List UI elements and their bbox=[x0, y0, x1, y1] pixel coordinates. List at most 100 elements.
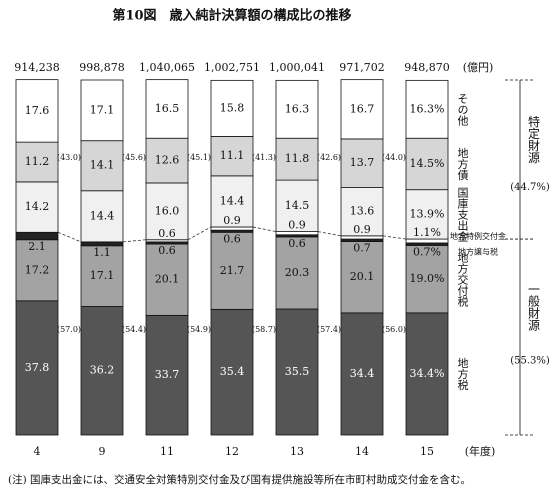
bar-segment bbox=[15, 300, 59, 436]
series-label vt: 地方交付税 bbox=[456, 251, 469, 306]
bar-segment bbox=[275, 231, 319, 236]
bar-segment bbox=[405, 312, 449, 436]
value-label: 13.6 bbox=[350, 205, 375, 218]
bar-segment bbox=[210, 136, 254, 177]
value-label: 0.6 bbox=[288, 237, 306, 250]
value-label: 14.4 bbox=[220, 194, 245, 207]
total-label: 1,040,065 bbox=[139, 61, 195, 74]
value-label: 21.7 bbox=[220, 264, 245, 277]
x-tick-label: 9 bbox=[99, 445, 106, 458]
bar-segment bbox=[145, 137, 189, 184]
x-tick-label: 13 bbox=[290, 445, 304, 458]
chart-title: 第10図 歳入純計決算額の構成比の推移 bbox=[112, 8, 351, 24]
series-label vt: 国庫支出金 bbox=[456, 187, 469, 242]
total-label: 914,238 bbox=[14, 61, 60, 74]
boundary-line bbox=[317, 231, 342, 237]
value-label: 0.7% bbox=[413, 245, 441, 258]
bar-segment bbox=[405, 79, 449, 139]
boundary-line bbox=[382, 235, 407, 240]
x-tick-label: 11 bbox=[160, 445, 174, 458]
series-label vt: 地方税 bbox=[456, 357, 469, 390]
value-label: 13.7 bbox=[350, 156, 375, 169]
value-label: 20.1 bbox=[350, 270, 375, 283]
bar-segment bbox=[15, 79, 59, 143]
general-share-label: (58.7) bbox=[252, 325, 276, 334]
bar-segment bbox=[15, 231, 59, 241]
bar-segment bbox=[145, 182, 189, 241]
value-label: 13.9% bbox=[410, 207, 445, 220]
value-label: 35.4 bbox=[220, 365, 245, 378]
bracket-label: 一般財源 bbox=[527, 283, 541, 332]
bar-segment bbox=[340, 138, 384, 188]
value-label: 35.5 bbox=[285, 365, 310, 378]
value-label: 0.6 bbox=[223, 232, 241, 245]
bar-segment bbox=[405, 245, 449, 314]
specific-share-label: (45.6) bbox=[122, 153, 146, 162]
series-label vt: その他 bbox=[456, 93, 469, 126]
general-share-label: (57.4) bbox=[317, 325, 341, 334]
series-label: 地方譲与税 bbox=[458, 246, 498, 256]
specific-share-label: (42.6) bbox=[317, 153, 341, 162]
general-share-label: (56.0) bbox=[382, 325, 406, 334]
bar-segment bbox=[145, 243, 189, 316]
value-label: 14.4 bbox=[90, 209, 115, 222]
value-label: 20.1 bbox=[155, 273, 180, 286]
bar-segment bbox=[405, 238, 449, 244]
bar-segment bbox=[210, 308, 254, 436]
bar-segment bbox=[210, 79, 254, 137]
boundary-line bbox=[187, 226, 212, 241]
bar-segment bbox=[15, 141, 59, 183]
bar-segment bbox=[340, 241, 384, 314]
series-label vt: 地方債 bbox=[456, 147, 469, 181]
bar-segment bbox=[80, 245, 124, 307]
value-label: 17.1 bbox=[90, 103, 115, 116]
bar-segment bbox=[80, 79, 124, 142]
bar-segment bbox=[340, 312, 384, 436]
value-label: 37.8 bbox=[25, 361, 50, 374]
value-label: 1.1% bbox=[413, 226, 441, 239]
value-label: 20.3 bbox=[285, 266, 310, 279]
value-label: 14.5% bbox=[410, 157, 445, 170]
value-label: 15.8 bbox=[220, 101, 245, 114]
bar-segment bbox=[210, 231, 254, 310]
specific-share-label: (44.0) bbox=[382, 153, 406, 162]
bar-segment bbox=[80, 306, 124, 436]
bar-segment bbox=[145, 314, 189, 436]
total-label: 971,702 bbox=[339, 61, 385, 74]
total-label: 948,870 bbox=[404, 61, 450, 74]
bar-segment bbox=[145, 79, 189, 139]
value-label: 16.3% bbox=[410, 102, 445, 115]
value-label: 36.2 bbox=[90, 364, 115, 377]
series-label: 地方特例交付金 bbox=[450, 231, 506, 241]
general-share-label: (54.4) bbox=[122, 325, 146, 334]
general-share-label: (57.0) bbox=[57, 325, 81, 334]
value-label: 11.2 bbox=[25, 155, 50, 168]
x-tick-label: 15 bbox=[420, 445, 434, 458]
value-label: 16.7 bbox=[350, 102, 375, 115]
boundary-line bbox=[57, 231, 82, 243]
value-label: 1.1 bbox=[93, 246, 111, 259]
bar-segment bbox=[275, 179, 319, 232]
boundary-line bbox=[252, 226, 277, 232]
value-label: 12.6 bbox=[155, 154, 180, 167]
value-label: 14.2 bbox=[25, 200, 50, 213]
x-axis-label: (年度) bbox=[465, 444, 496, 458]
bracket-value: (44.7%) bbox=[510, 182, 550, 193]
value-label: 17.2 bbox=[25, 263, 50, 276]
bar-segment bbox=[15, 239, 59, 302]
total-label: 1,002,751 bbox=[204, 61, 260, 74]
value-label: 11.1 bbox=[220, 149, 245, 162]
value-label: 34.4% bbox=[410, 367, 445, 380]
x-tick-label: 12 bbox=[225, 445, 239, 458]
bracket-label: 特定財源 bbox=[527, 114, 541, 164]
bar-segment bbox=[80, 140, 124, 192]
value-label: 0.6 bbox=[158, 244, 176, 257]
bar-segment bbox=[275, 236, 319, 310]
bar-segment bbox=[210, 226, 254, 231]
bar-segment bbox=[275, 137, 319, 181]
bar-segment bbox=[80, 190, 124, 243]
value-label: 0.9 bbox=[223, 214, 241, 227]
bar-segment bbox=[340, 187, 384, 237]
value-label: 17.6 bbox=[25, 104, 50, 117]
